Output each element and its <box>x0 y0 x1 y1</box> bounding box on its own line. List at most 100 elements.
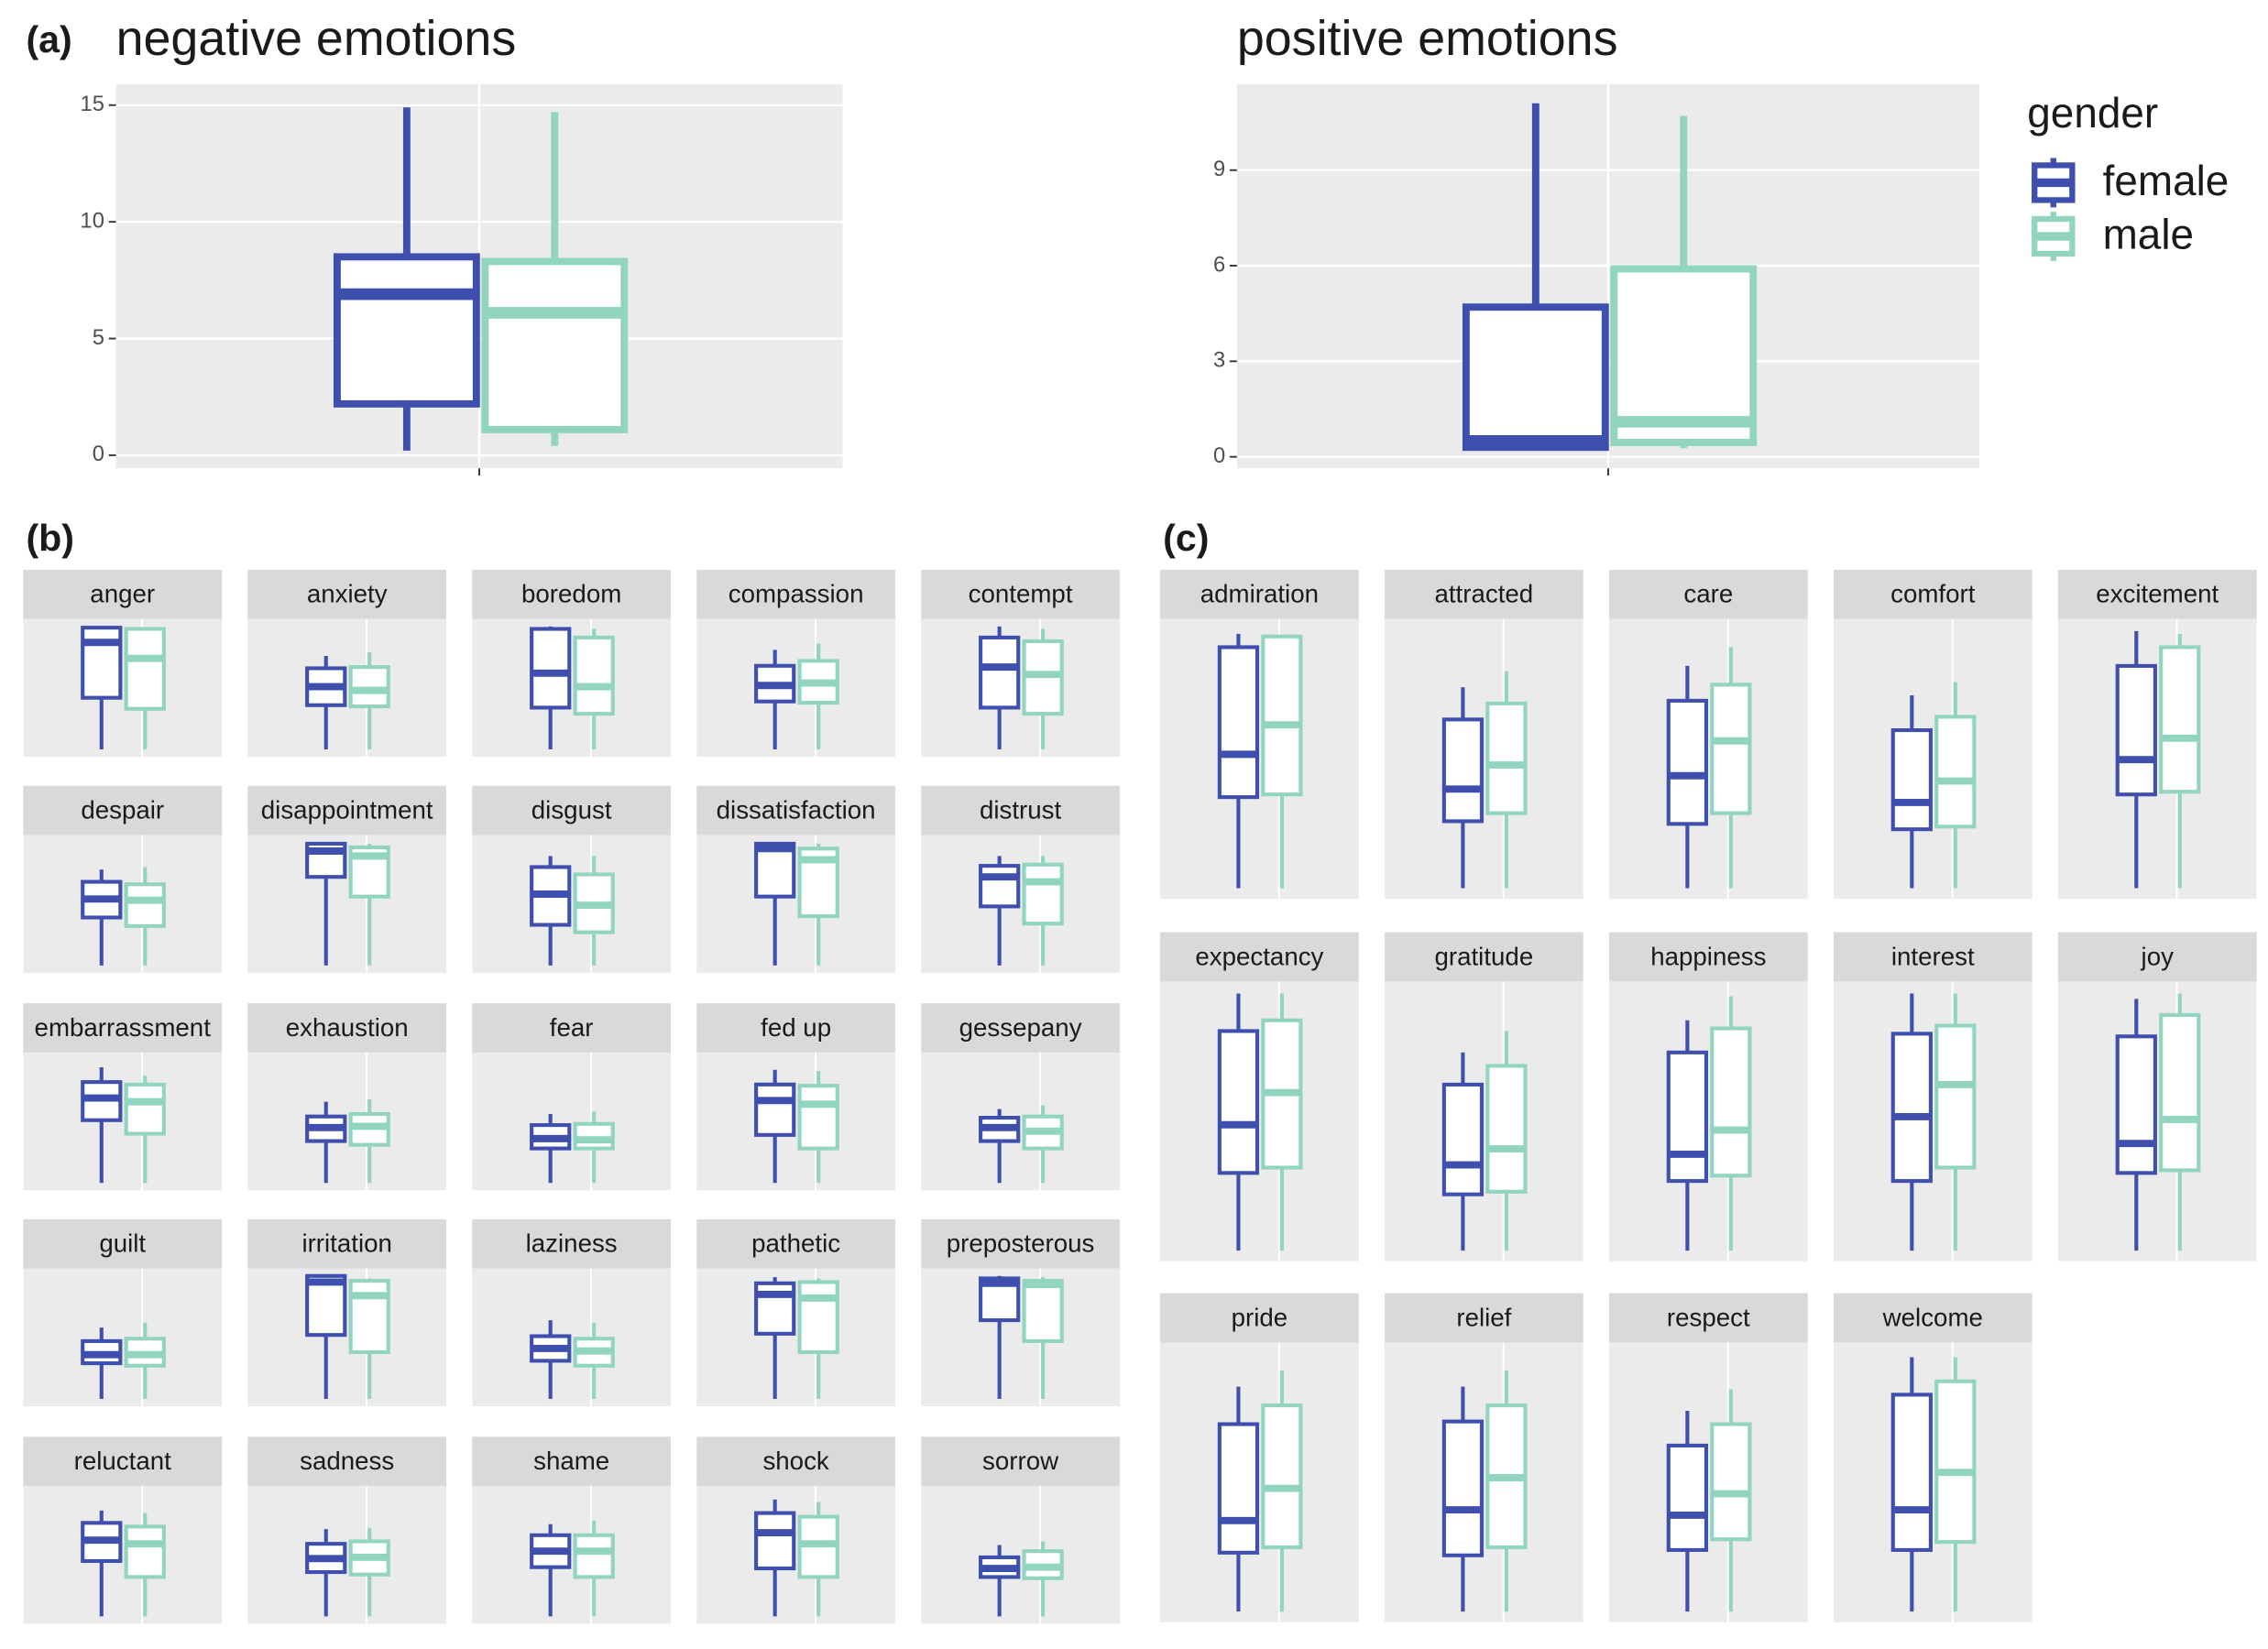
facet-background <box>696 1052 896 1191</box>
facet-background <box>472 1486 672 1624</box>
strip <box>1833 569 2032 619</box>
strip-label: gessepany <box>959 1013 1082 1042</box>
box <box>1217 1422 1260 1555</box>
box <box>1485 701 1528 815</box>
box <box>1022 1279 1064 1343</box>
box <box>1462 303 1609 452</box>
y-tick-label: 0 <box>1213 444 1225 468</box>
box <box>124 1082 166 1136</box>
strip <box>921 1218 1120 1269</box>
strip-label: dissatisfaction <box>717 796 876 824</box>
facet-background <box>247 1268 447 1407</box>
box <box>979 635 1021 710</box>
chart-title: positive emotions <box>1237 11 1618 66</box>
strip-label: exhaustion <box>286 1013 409 1042</box>
box <box>1022 862 1064 926</box>
strip <box>23 1218 223 1269</box>
strip-label: disappointment <box>261 796 433 824</box>
strip-label: fear <box>550 1013 594 1042</box>
strip-label: joy <box>2141 942 2175 970</box>
strip-label: boredom <box>521 580 621 608</box>
legend-title: gender <box>2027 89 2158 137</box>
strip <box>696 1436 896 1487</box>
facet-background <box>1159 1342 1359 1622</box>
strip <box>247 1218 447 1269</box>
y-tick-label: 9 <box>1213 158 1225 181</box>
facet-background <box>696 1268 896 1407</box>
box <box>573 1533 615 1579</box>
strip <box>1159 569 1359 619</box>
strip-label: shame <box>533 1447 609 1475</box>
strip <box>247 569 447 619</box>
facet-background <box>23 1486 223 1624</box>
strip <box>1833 932 2032 982</box>
strip-label: gratitude <box>1434 942 1533 970</box>
facet-background <box>472 618 672 758</box>
strip <box>696 1003 896 1053</box>
facet-background <box>1384 981 1583 1261</box>
box <box>348 665 390 709</box>
box <box>754 1511 796 1571</box>
facet-background <box>23 1052 223 1191</box>
facet-background <box>1384 1342 1583 1622</box>
box <box>1441 1419 1485 1557</box>
strip <box>696 1218 896 1269</box>
strip <box>2057 932 2257 982</box>
y-tick-label: 0 <box>93 442 104 466</box>
strip <box>921 569 1120 619</box>
strip-label: anxiety <box>307 580 388 608</box>
strip <box>472 1436 672 1487</box>
facet-background <box>696 618 896 758</box>
facet-background <box>696 1486 896 1624</box>
strip <box>1608 569 1808 619</box>
panel-tag: (b) <box>26 517 74 559</box>
facet-background <box>921 618 1120 758</box>
strip-label: disgust <box>531 796 612 824</box>
facet-background <box>1159 618 1359 900</box>
box <box>797 1084 839 1151</box>
box <box>1666 1443 1709 1552</box>
strip-label: distrust <box>980 796 1062 824</box>
facet-background <box>247 1486 447 1624</box>
strip <box>921 1003 1120 1053</box>
strip <box>23 1436 223 1487</box>
legend-label: female <box>2103 157 2230 204</box>
facet-background <box>696 835 896 973</box>
strip-label: care <box>1683 580 1733 608</box>
facet-background <box>23 618 223 758</box>
strip-label: anger <box>90 580 155 608</box>
box <box>1666 1050 1709 1184</box>
strip <box>1608 1293 1808 1343</box>
facet-background <box>2057 981 2257 1261</box>
box <box>573 1121 615 1151</box>
box <box>2159 1012 2201 1173</box>
strip-label: shock <box>762 1447 828 1475</box>
strip <box>247 1003 447 1053</box>
box <box>1441 717 1485 824</box>
strip-label: happiness <box>1650 942 1766 970</box>
facet-background <box>23 835 223 973</box>
chart-title: negative emotions <box>116 11 517 66</box>
strip <box>472 569 672 619</box>
strip-label: comfort <box>1890 580 1976 608</box>
box <box>1890 1392 1933 1552</box>
strip-label: respect <box>1667 1303 1750 1331</box>
strip-label: despair <box>81 796 164 824</box>
strip-label: preposterous <box>947 1229 1095 1258</box>
strip-label: expectancy <box>1195 942 1323 970</box>
facet-background <box>1833 618 2032 900</box>
strip <box>1833 1293 2032 1343</box>
box <box>333 253 480 408</box>
box <box>1441 1082 1485 1196</box>
box <box>1890 1032 1933 1184</box>
facet-background <box>23 1268 223 1407</box>
facet-background <box>1384 618 1583 900</box>
box <box>348 1279 390 1355</box>
strip <box>1384 1293 1583 1343</box>
facet-background <box>921 835 1120 973</box>
strip <box>1159 1293 1359 1343</box>
box <box>1485 1064 1528 1194</box>
strip <box>1384 569 1583 619</box>
box <box>754 1082 796 1137</box>
facet-background <box>472 1268 672 1407</box>
